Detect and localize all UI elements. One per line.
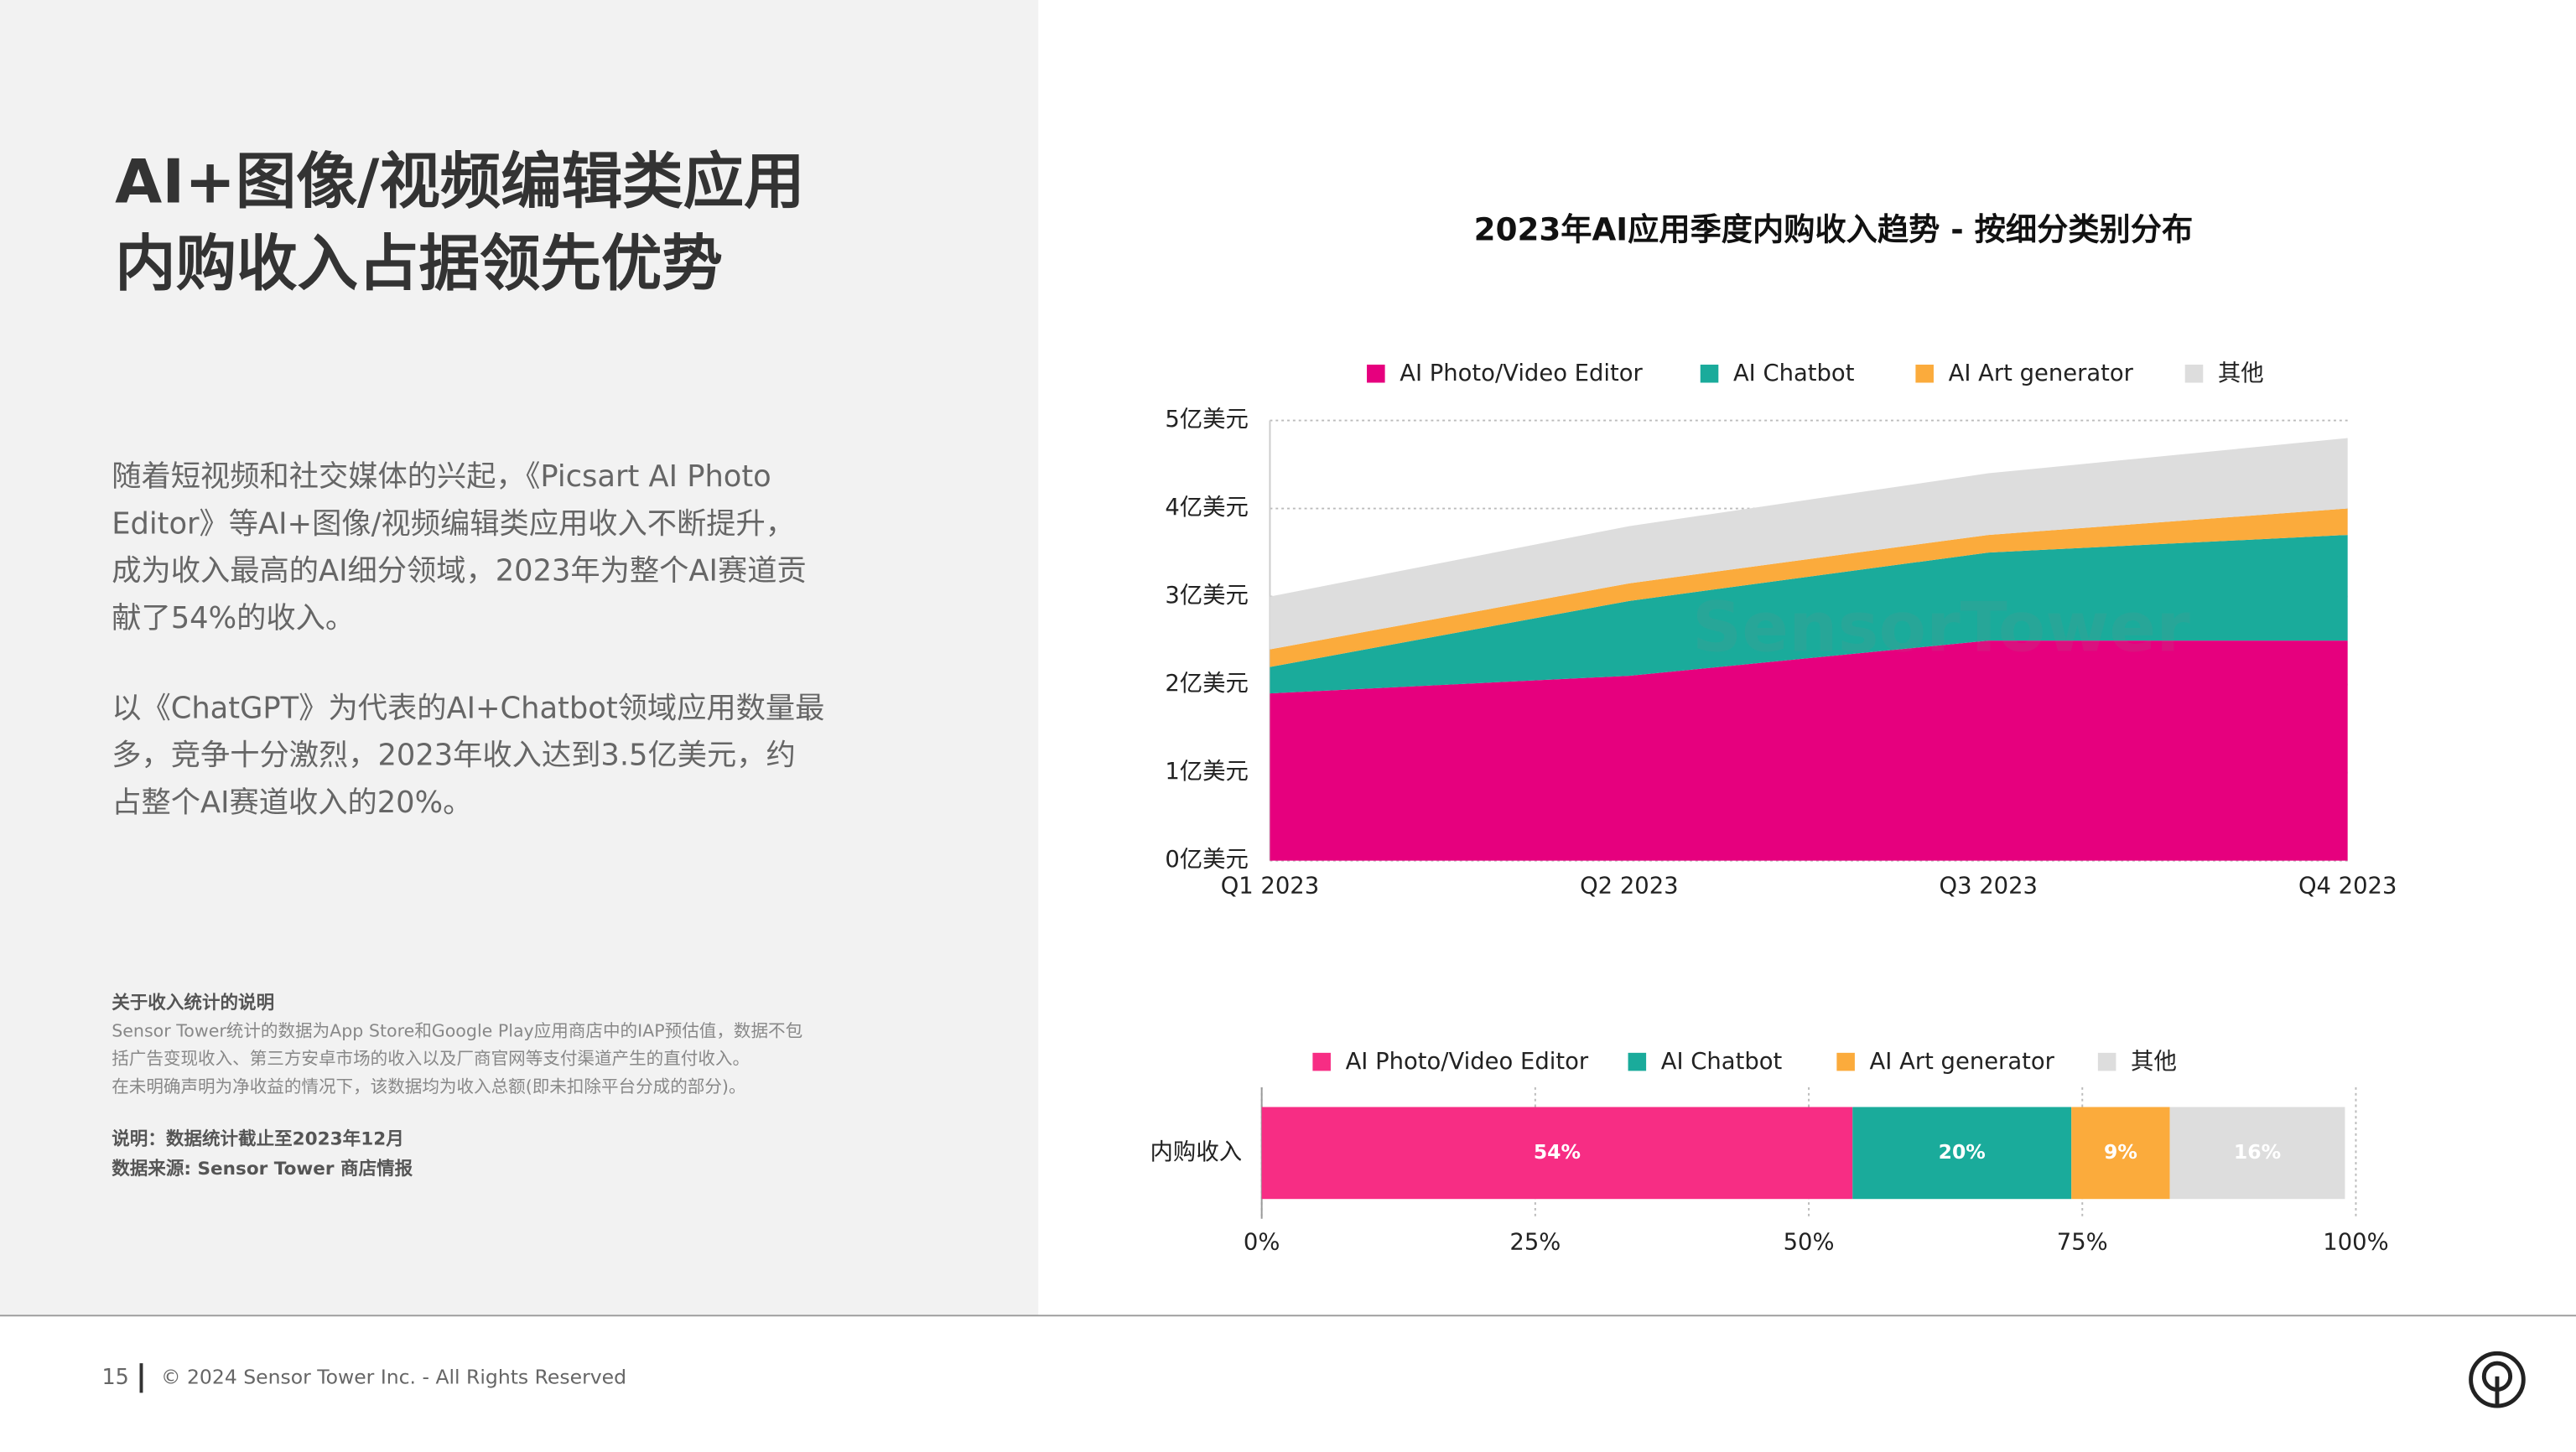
paragraph-line: 随着短视频和社交媒体的兴起，《Picsart AI Photo bbox=[112, 459, 771, 494]
y-tick-label: 3亿美元 bbox=[1165, 583, 1249, 609]
value-label: 54% bbox=[1534, 1140, 1581, 1164]
legend-swatch bbox=[1700, 364, 1719, 383]
paragraph-line: 以《ChatGPT》为代表的AI+Chatbot领域应用数量最 bbox=[112, 691, 824, 725]
note-source: 数据来源: Sensor Tower 商店情报 bbox=[112, 1158, 413, 1180]
legend-label: AI Chatbot bbox=[1661, 1049, 1783, 1075]
title: 内购收入占据领先优势 bbox=[115, 229, 723, 299]
value-label: 9% bbox=[2104, 1140, 2137, 1164]
bar-segment bbox=[2169, 1107, 2345, 1200]
x-tick-label: 100% bbox=[2323, 1230, 2388, 1256]
note-line: 在未明确声明为净收益的情况下，该数据均为收入总额(即未扣除平台分成的部分)。 bbox=[112, 1076, 745, 1097]
watermark: SensorTower bbox=[1692, 589, 2190, 668]
legend-swatch bbox=[1915, 364, 1934, 383]
area bbox=[1270, 438, 2348, 650]
legend-label: 其他 bbox=[2218, 360, 2264, 386]
legend-label: AI Photo/Video Editor bbox=[1346, 1049, 1589, 1075]
legend-label: AI Chatbot bbox=[1733, 360, 1855, 386]
legend-label: AI Art generator bbox=[1949, 360, 2134, 386]
y-tick-label: 1亿美元 bbox=[1165, 759, 1249, 785]
x-tick-label: 25% bbox=[1509, 1230, 1561, 1256]
paragraph-line: 占整个AI赛道收入的20%。 bbox=[112, 786, 472, 820]
y-tick-label: 4亿美元 bbox=[1165, 495, 1249, 521]
legend-label: 其他 bbox=[2131, 1049, 2177, 1075]
value-label: 16% bbox=[2234, 1140, 2281, 1164]
note-date: 说明：数据统计截止至2023年12月 bbox=[112, 1128, 404, 1150]
chart-title: 2023年AI应用季度内购收入趋势 - 按细分类别分布 bbox=[1474, 211, 2194, 248]
bar-segment bbox=[1261, 1107, 1853, 1200]
x-tick-label: 75% bbox=[2057, 1230, 2108, 1256]
y-tick-label: 5亿美元 bbox=[1165, 407, 1249, 433]
left-panel bbox=[0, 0, 1039, 1316]
copyright: © 2024 Sensor Tower Inc. - All Rights Re… bbox=[161, 1365, 626, 1388]
x-tick-label: Q2 2023 bbox=[1580, 873, 1678, 899]
legend-swatch bbox=[1836, 1052, 1855, 1071]
value-label: 20% bbox=[1939, 1140, 1986, 1164]
note-line: 括广告变现收入、第三方安卓市场的收入以及厂商官网等支付渠道产生的直付收入。 bbox=[112, 1049, 750, 1069]
bar-segment bbox=[2071, 1107, 2170, 1200]
bar-segment bbox=[1852, 1107, 2072, 1200]
legend-swatch bbox=[2097, 1052, 2116, 1071]
area bbox=[1270, 508, 2348, 667]
x-tick-label: Q4 2023 bbox=[2298, 873, 2397, 899]
x-tick-label: 0% bbox=[1244, 1230, 1280, 1256]
y-tick-label: 0亿美元 bbox=[1165, 847, 1249, 873]
x-tick-label: 50% bbox=[1784, 1230, 1835, 1256]
legend-swatch bbox=[2184, 364, 2204, 383]
x-tick-label: Q3 2023 bbox=[1940, 873, 2038, 899]
y-tick-label: 内购收入 bbox=[1150, 1139, 1243, 1165]
note-line: Sensor Tower统计的数据为App Store和Google Play应… bbox=[112, 1020, 802, 1040]
paragraph-line: 献了54%的收入。 bbox=[112, 601, 355, 635]
legend-swatch bbox=[1367, 364, 1385, 383]
legend-label: AI Art generator bbox=[1870, 1049, 2055, 1075]
logo bbox=[2469, 1351, 2526, 1408]
note-title: 关于收入统计的说明 bbox=[112, 992, 274, 1014]
area bbox=[1270, 535, 2348, 694]
page-number: 15 bbox=[101, 1365, 128, 1390]
x-tick-label: Q1 2023 bbox=[1221, 873, 1319, 899]
legend-label: AI Photo/Video Editor bbox=[1400, 360, 1643, 386]
title: AI+图像/视频编辑类应用 bbox=[115, 147, 804, 217]
paragraph-line: Editor》等AI+图像/视频编辑类应用收入不断提升， bbox=[112, 506, 795, 541]
area bbox=[1270, 640, 2348, 861]
legend-swatch bbox=[1312, 1052, 1331, 1071]
y-tick-label: 2亿美元 bbox=[1165, 671, 1249, 697]
legend-swatch bbox=[1628, 1052, 1647, 1071]
paragraph-line: 多，竞争十分激烈，2023年收入达到3.5亿美元，约 bbox=[112, 739, 796, 773]
paragraph-line: 成为收入最高的AI细分领域，2023年为整个AI赛道贡 bbox=[112, 554, 806, 589]
